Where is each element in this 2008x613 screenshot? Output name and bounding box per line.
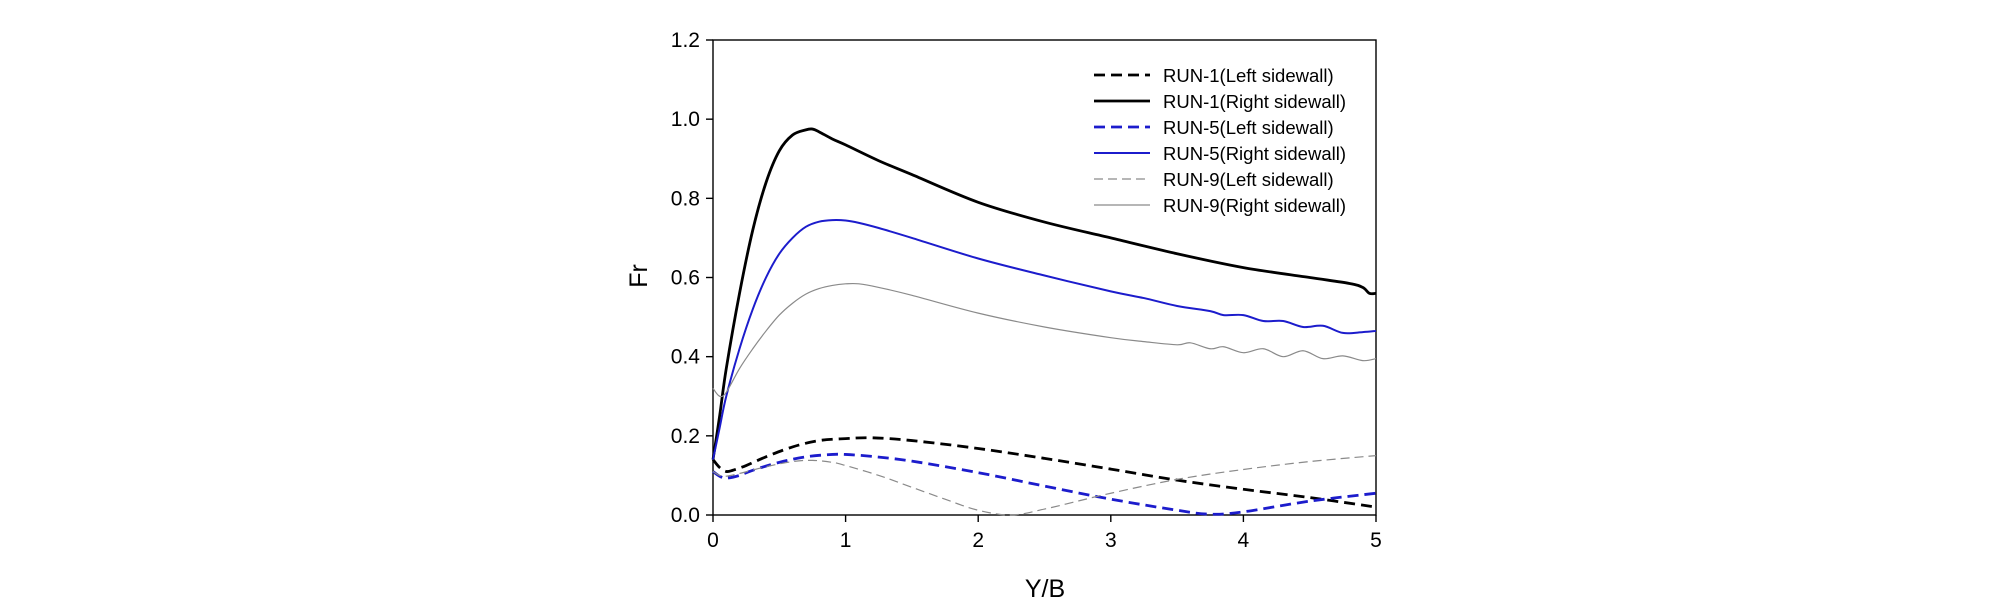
y-tick-label: 0.8 [671,187,700,210]
legend-label: RUN-1(Left sidewall) [1163,65,1334,86]
x-tick-label: 5 [1370,529,1382,552]
x-tick-label: 1 [840,529,852,552]
series-line-4 [712,219,1377,460]
y-tick-label: 0.0 [671,504,700,527]
x-tick-label: 0 [707,529,719,552]
y-tick-label: 0.2 [671,425,700,448]
x-axis-label: Y/B [1025,575,1065,603]
series-group [711,127,1377,516]
y-tick-label: 0.6 [671,267,700,290]
series-line-5 [712,455,1377,516]
series-line-6 [712,282,1377,398]
y-axis-label: Fr [625,264,653,288]
legend-label: RUN-1(Right sidewall) [1163,91,1346,112]
legend-label: RUN-9(Left sidewall) [1163,169,1334,190]
y-tick-label: 1.2 [671,29,700,52]
series-line-2 [711,127,1377,460]
series-line-1 [711,436,1377,509]
legend-label: RUN-5(Right sidewall) [1163,143,1346,164]
x-tick-label: 4 [1238,529,1250,552]
x-tick-label: 3 [1105,529,1117,552]
x-tick-label: 2 [972,529,984,552]
y-tick-label: 1.0 [671,108,700,131]
legend-label: RUN-5(Left sidewall) [1163,117,1334,138]
y-tick-label: 0.4 [671,346,701,369]
legend-label: RUN-9(Right sidewall) [1163,195,1346,216]
legend: RUN-1(Left sidewall) RUN-1(Right sidewall… [1094,65,1346,216]
series-line-3 [712,452,1377,516]
axes: 0 1 2 3 4 5 0.0 0.2 0.4 0.6 0.8 1.0 1.2 [671,29,1382,552]
